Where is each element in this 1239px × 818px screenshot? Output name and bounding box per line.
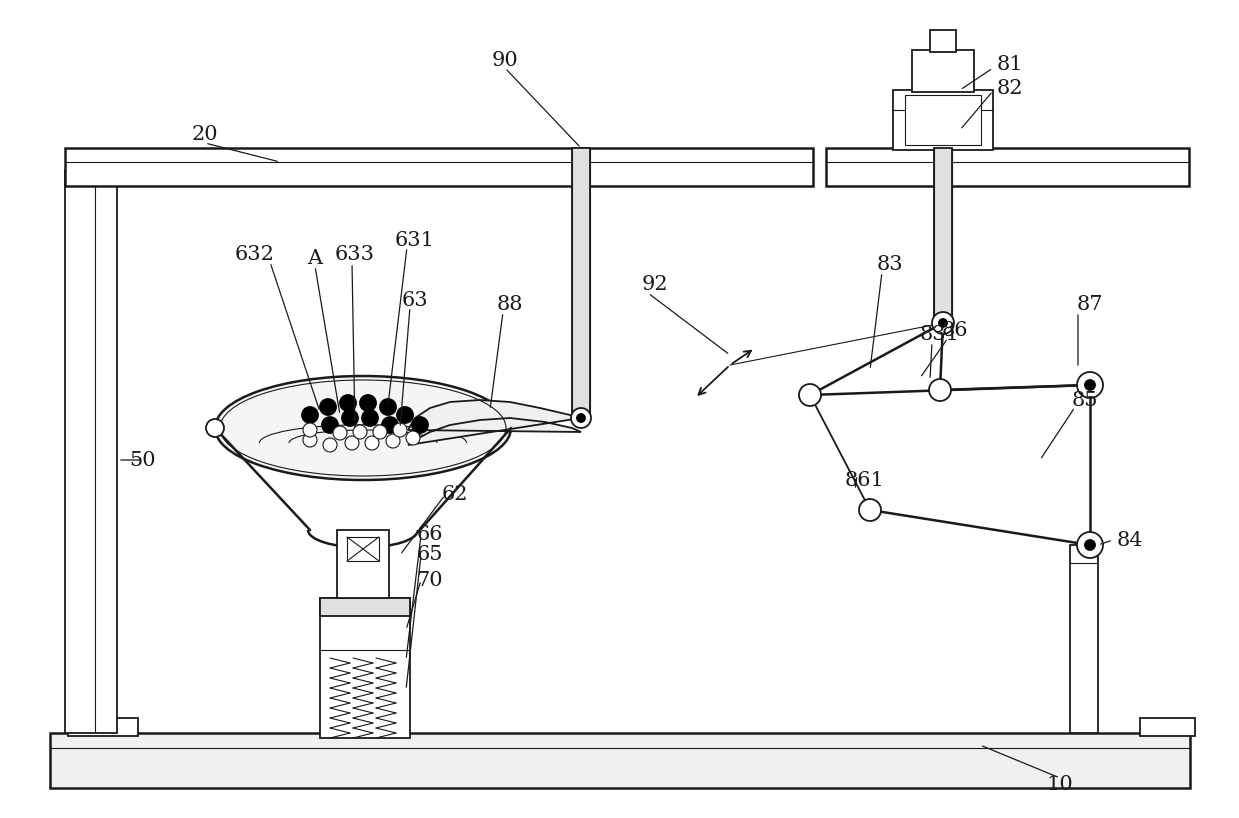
Bar: [320, 598, 410, 616]
Circle shape: [206, 419, 224, 437]
Bar: [64, 170, 116, 733]
Circle shape: [929, 379, 952, 401]
Bar: [1070, 545, 1098, 733]
Text: 86: 86: [942, 321, 968, 339]
Circle shape: [387, 434, 400, 448]
Circle shape: [1085, 540, 1095, 550]
Text: 83: 83: [877, 255, 903, 275]
Text: 85: 85: [1072, 390, 1098, 410]
Text: 82: 82: [996, 79, 1023, 97]
Text: 92: 92: [642, 276, 668, 294]
Bar: [68, 718, 138, 736]
Bar: [934, 148, 952, 323]
Circle shape: [333, 426, 347, 440]
Circle shape: [302, 407, 318, 423]
Bar: [930, 30, 957, 52]
Text: 88: 88: [497, 295, 523, 314]
Text: 90: 90: [492, 51, 518, 70]
Text: 63: 63: [401, 290, 429, 309]
Circle shape: [304, 433, 317, 447]
Text: 20: 20: [192, 125, 218, 145]
Circle shape: [344, 436, 359, 450]
Bar: [1140, 718, 1194, 736]
Circle shape: [304, 423, 317, 437]
Circle shape: [406, 431, 420, 445]
Bar: [904, 95, 981, 145]
Circle shape: [323, 438, 337, 452]
Text: A: A: [307, 249, 322, 267]
Text: 62: 62: [442, 486, 468, 505]
Text: 10: 10: [1047, 775, 1073, 794]
Circle shape: [362, 410, 378, 426]
Circle shape: [339, 395, 356, 411]
Text: 87: 87: [1077, 295, 1103, 314]
Bar: [912, 50, 974, 92]
Text: 631: 631: [395, 231, 435, 249]
Bar: [572, 148, 590, 418]
Circle shape: [939, 319, 947, 327]
Bar: [826, 148, 1189, 186]
Bar: [893, 90, 992, 150]
Circle shape: [1085, 380, 1095, 390]
Text: 861: 861: [845, 470, 885, 489]
Circle shape: [1077, 372, 1103, 398]
Circle shape: [373, 425, 387, 439]
Circle shape: [382, 417, 398, 433]
Circle shape: [320, 399, 336, 415]
Text: 84: 84: [1116, 531, 1144, 550]
Circle shape: [859, 499, 881, 521]
Bar: [64, 148, 813, 186]
Circle shape: [353, 425, 367, 439]
Circle shape: [380, 399, 396, 415]
Text: 66: 66: [416, 525, 444, 545]
Text: 633: 633: [335, 245, 375, 264]
Circle shape: [393, 423, 406, 437]
Text: 81: 81: [996, 56, 1023, 74]
Ellipse shape: [216, 376, 510, 480]
Circle shape: [932, 312, 954, 334]
Circle shape: [571, 408, 591, 428]
Text: 632: 632: [235, 245, 275, 264]
Circle shape: [342, 410, 358, 426]
Circle shape: [1077, 532, 1103, 558]
Bar: [347, 537, 379, 561]
Circle shape: [799, 384, 821, 406]
Bar: [50, 733, 1189, 788]
Circle shape: [366, 436, 379, 450]
Text: 831: 831: [921, 326, 960, 344]
Circle shape: [361, 395, 375, 411]
Text: 50: 50: [130, 451, 156, 470]
Bar: [337, 530, 389, 598]
Circle shape: [413, 417, 427, 433]
Circle shape: [322, 417, 338, 433]
Circle shape: [396, 407, 413, 423]
PathPatch shape: [408, 400, 581, 445]
Text: 70: 70: [416, 570, 444, 590]
Circle shape: [577, 414, 585, 422]
Bar: [320, 598, 410, 738]
Text: 65: 65: [416, 546, 444, 564]
